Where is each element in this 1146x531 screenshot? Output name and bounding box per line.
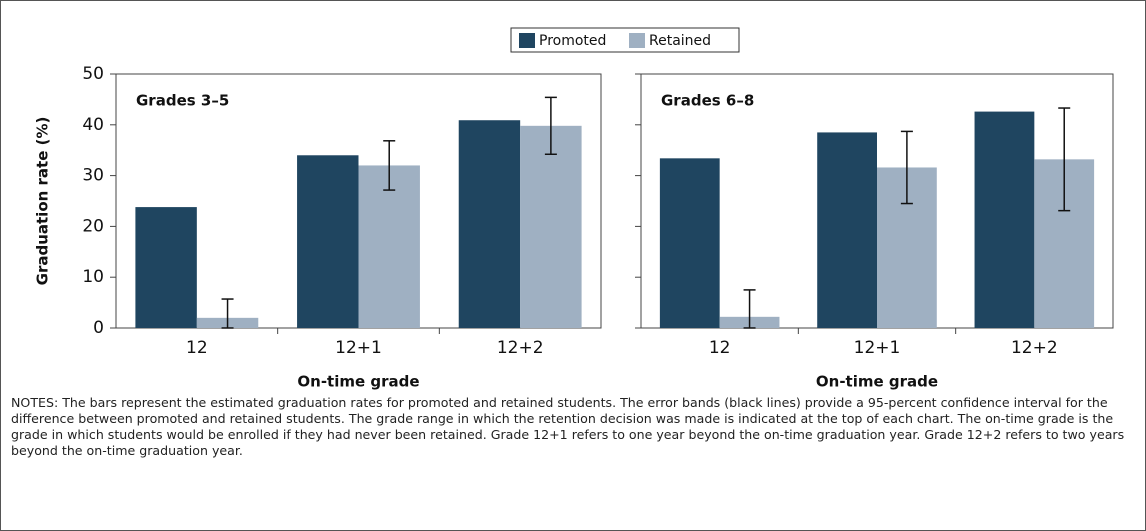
legend-label: Promoted [539,33,606,49]
y-tick-label: 30 [82,166,104,186]
bar [297,155,359,328]
chart: Promoted Retained 0 10 20 30 40 50 Graduation ra… [34,27,1114,391]
legend-swatch [629,33,645,48]
error-bar [544,96,557,156]
bar [817,132,877,328]
error-bar [1058,107,1071,212]
error-bar [221,298,234,329]
x-tick-label: 12+2 [1011,338,1058,358]
y-tick-label: 40 [82,115,104,135]
legend-swatch [519,33,535,48]
legend-label: Retained [649,33,711,49]
y-tick-label: 20 [82,216,104,236]
bar [358,165,420,328]
bar [458,120,521,328]
y-tick-label: 10 [82,267,104,287]
bar [974,111,1035,328]
panel-title: Grades 6–8 [661,92,754,110]
x-tick-label: 12+1 [854,338,901,358]
error-bar [900,130,913,205]
bar [520,125,582,328]
x-tick-label: 12 [186,338,208,358]
error-bar [383,140,396,191]
y-tick-label: 0 [93,318,104,338]
bar [135,207,197,328]
error-bar [743,289,756,329]
notes: NOTES: The bars represent the estimated … [11,395,1125,458]
y-axis-label: Graduation rate (%) [34,117,52,286]
x-tick-label: 12 [709,338,731,358]
bar [659,158,720,328]
legend-box [510,27,740,53]
y-tick-label: 50 [82,64,104,84]
x-tick-label: 12+2 [497,338,544,358]
x-axis-label: On-time grade [297,373,419,391]
panel-title: Grades 3–5 [136,92,229,110]
x-axis-label: On-time grade [816,373,938,391]
x-tick-label: 12+1 [335,338,382,358]
